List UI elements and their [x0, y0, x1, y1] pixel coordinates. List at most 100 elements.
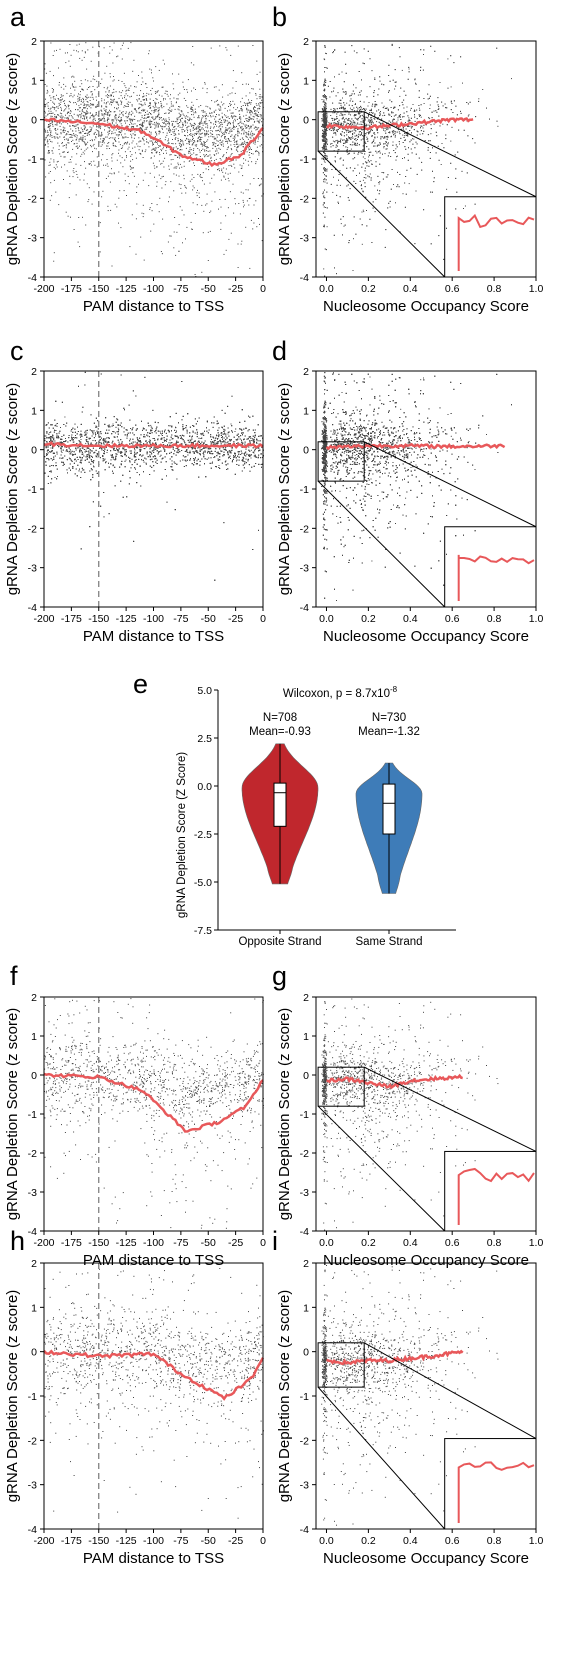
scatter-point	[103, 108, 105, 110]
scatter-points-b	[321, 43, 512, 277]
scatter-point	[150, 133, 152, 135]
scatter-point	[151, 72, 152, 74]
scatter-point	[458, 129, 460, 131]
scatter-point	[261, 240, 263, 242]
scatter-point	[238, 110, 240, 112]
scatter-point	[231, 92, 233, 94]
scatter-point	[87, 104, 89, 106]
scatter-point	[53, 159, 55, 161]
scatter-point	[226, 152, 227, 154]
scatter-point	[354, 143, 356, 145]
scatter-point	[59, 122, 61, 124]
scatter-point	[90, 103, 92, 104]
scatter-point	[68, 100, 70, 102]
scatter-point	[198, 116, 200, 118]
scatter-point	[245, 189, 247, 191]
scatter-point	[56, 49, 57, 51]
scatter-point	[83, 117, 85, 119]
scatter-point	[445, 138, 447, 140]
scatter-point	[348, 104, 350, 106]
scatter-point	[48, 125, 50, 127]
scatter-point	[192, 125, 194, 127]
scatter-point	[107, 145, 109, 147]
scatter-point	[90, 60, 92, 62]
scatter-point	[141, 130, 143, 132]
scatter-point	[123, 72, 125, 74]
scatter-point	[158, 107, 160, 109]
scatter-point	[78, 132, 80, 134]
x-tick-label: -150	[88, 283, 109, 295]
scatter-point	[343, 135, 345, 137]
scatter-point	[258, 151, 260, 153]
scatter-point	[168, 113, 170, 114]
scatter-point	[245, 144, 247, 146]
scatter-point	[104, 126, 106, 127]
scatter-point	[45, 137, 47, 139]
scatter-point	[198, 133, 200, 135]
scatter-point	[352, 158, 354, 160]
scatter-point	[326, 118, 328, 120]
scatter-point	[138, 137, 140, 139]
scatter-point	[136, 94, 138, 96]
scatter-point	[92, 98, 94, 100]
scatter-point	[133, 59, 135, 61]
scatter-point	[175, 137, 177, 139]
scatter-point	[356, 110, 358, 112]
scatter-point	[122, 115, 124, 117]
scatter-point	[95, 112, 97, 114]
scatter-point	[135, 152, 136, 154]
scatter-point	[113, 172, 115, 174]
scatter-point	[65, 114, 66, 116]
scatter-point	[243, 143, 244, 145]
scatter-point	[364, 123, 366, 125]
scatter-point	[259, 114, 261, 116]
scatter-point	[360, 152, 362, 154]
scatter-point	[340, 134, 342, 135]
scatter-point	[354, 129, 356, 131]
scatter-point	[106, 145, 108, 147]
scatter-point	[201, 132, 203, 134]
scatter-point	[48, 150, 49, 151]
scatter-point	[256, 146, 258, 148]
scatter-point	[55, 132, 57, 134]
scatter-point	[323, 112, 325, 114]
scatter-point	[212, 136, 214, 138]
scatter-point	[143, 118, 145, 119]
scatter-point	[85, 95, 87, 97]
scatter-point	[65, 85, 67, 87]
scatter-point	[169, 110, 171, 112]
scatter-point	[255, 151, 257, 153]
scatter-point	[223, 132, 225, 134]
scatter-point	[200, 137, 201, 139]
scatter-point	[158, 160, 160, 162]
scatter-point	[108, 133, 110, 134]
scatter-point	[107, 210, 109, 212]
scatter-point	[224, 133, 226, 135]
scatter-point	[125, 116, 127, 118]
scatter-point	[323, 99, 325, 101]
scatter-point	[258, 107, 260, 109]
scatter-point	[363, 109, 365, 111]
scatter-point	[220, 129, 222, 131]
scatter-point	[58, 67, 59, 69]
scatter-point	[204, 130, 205, 132]
scatter-point	[148, 146, 150, 148]
scatter-point	[205, 154, 207, 155]
scatter-point	[188, 141, 190, 143]
scatter-point	[60, 129, 62, 131]
scatter-point	[247, 104, 248, 106]
scatter-point	[219, 105, 221, 107]
scatter-point	[154, 136, 156, 138]
scatter-point	[158, 109, 160, 111]
scatter-point	[226, 148, 228, 150]
scatter-point	[206, 123, 208, 125]
scatter-point	[210, 126, 212, 128]
scatter-point	[150, 157, 152, 159]
scatter-point	[438, 235, 440, 237]
scatter-point	[45, 143, 46, 145]
scatter-point	[91, 127, 93, 129]
scatter-point	[126, 143, 128, 145]
scatter-point	[467, 135, 469, 137]
scatter-point	[130, 160, 132, 162]
scatter-point	[246, 120, 248, 122]
